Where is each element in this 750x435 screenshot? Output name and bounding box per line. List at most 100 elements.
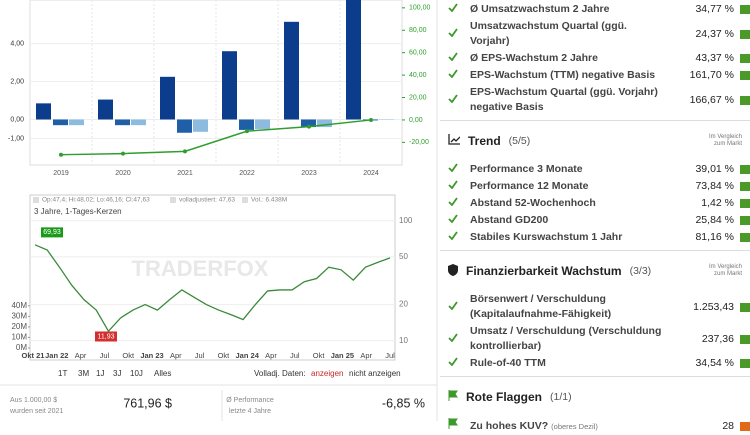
bar: [284, 22, 299, 120]
y2-tick-label: 10M: [11, 333, 27, 342]
status-icon: [440, 27, 470, 42]
criterion-name: Stabiles Kurswachstum 1 Jahr: [470, 231, 622, 243]
check-icon: [448, 301, 458, 310]
status-icon: [440, 213, 470, 228]
section-count: (3/3): [630, 265, 652, 277]
bar: [160, 77, 175, 120]
y2-tick-label: -20,00: [409, 139, 429, 146]
range-button[interactable]: 1T: [58, 369, 67, 378]
criterion-value: 81,16 %: [668, 230, 734, 245]
check-icon: [448, 28, 458, 37]
criterion-value: 34,77 %: [668, 2, 734, 17]
score-bar: [740, 359, 750, 368]
x-tick-label: Jul: [100, 351, 110, 360]
check-icon: [448, 231, 458, 240]
y2-tick-label: 100,00: [409, 5, 431, 12]
point: [59, 153, 63, 157]
bar: [53, 119, 68, 125]
bar: [346, 0, 361, 119]
criterion-row: Umsatzwachstum Quartal (ggü. Vorjahr) 24,…: [440, 18, 750, 50]
point: [121, 152, 125, 156]
x-tick-label: 2023: [301, 170, 317, 177]
section-title: Trend: [468, 134, 501, 148]
left-panel: -1,000,002,004,00-20,000,0020,0040,0060,…: [0, 0, 440, 421]
x-tick-label: Okt: [122, 351, 135, 360]
growth-chart: -1,000,002,004,00-20,000,0020,0040,0060,…: [8, 0, 430, 177]
score-bar: [740, 216, 750, 225]
criterion-name: EPS-Wachstum (TTM) negative Basis: [470, 69, 655, 81]
score-bar: [740, 165, 750, 174]
criterion-label: Umsatz / Verschuldung (Verschuldung kont…: [470, 324, 668, 354]
compare-note: Im Vergleich zum Markt: [702, 264, 742, 278]
status-icon: [440, 51, 470, 66]
criterion-name: Umsatz / Verschuldung (Verschuldung kont…: [470, 325, 661, 352]
flag-icon: [448, 390, 458, 401]
status-icon: [440, 356, 470, 371]
criterion-label: Rule-of-40 TTM: [470, 356, 668, 371]
criterion-label: Performance 3 Monate: [470, 162, 668, 177]
check-icon: [448, 3, 458, 12]
score-bar: [740, 71, 750, 80]
range-button[interactable]: 10J: [130, 369, 143, 378]
criterion-name: Börsenwert / Verschuldung (Kapitalaufnah…: [470, 293, 611, 320]
x-tick-label: 2022: [239, 170, 255, 177]
criterion-label: Performance 12 Monate: [470, 179, 668, 194]
compare-note: Im Vergleich zum Markt: [702, 134, 742, 148]
score-bar: [740, 182, 750, 191]
legend-swatch: [242, 197, 248, 203]
trend-icon: [448, 134, 460, 145]
range-button[interactable]: 1J: [96, 369, 104, 378]
criterion-value: 1.253,43: [668, 300, 734, 315]
criterion-row: Ø Umsatzwachstum 2 Jahre 34,77 %: [440, 1, 750, 18]
bar: [98, 100, 113, 120]
adjusted-off[interactable]: nicht anzeigen: [349, 369, 401, 378]
y-tick-label: 100: [399, 216, 413, 225]
y2-tick-label: 20,00: [409, 94, 427, 101]
criterion-value: 161,70 %: [668, 68, 734, 83]
criterion-name: EPS-Wachstum Quartal (ggü. Vorjahr) nega…: [470, 86, 658, 113]
bar: [177, 119, 192, 132]
criterion-label: EPS-Wachstum Quartal (ggü. Vorjahr) nega…: [470, 85, 668, 115]
criterion-value: 1,42 %: [668, 196, 734, 211]
y-tick-label: -1,00: [8, 135, 24, 142]
range-button[interactable]: 3J: [113, 369, 121, 378]
criterion-value: 24,37 %: [668, 27, 734, 42]
status-icon: [440, 196, 470, 211]
x-tick-label: Jan 24: [236, 351, 260, 360]
section-header: Rote Flaggen(1/1): [440, 376, 750, 417]
criterion-name: Umsatzwachstum Quartal (ggü. Vorjahr): [470, 20, 627, 47]
x-tick-label: Apr: [265, 351, 277, 360]
criterion-row: Umsatz / Verschuldung (Verschuldung kont…: [440, 323, 750, 355]
x-tick-label: Okt: [218, 351, 231, 360]
status-icon: [440, 68, 470, 83]
bar: [222, 51, 237, 119]
criterion-name: Ø Umsatzwachstum 2 Jahre: [470, 3, 609, 15]
y-tick-label: 50: [399, 252, 408, 261]
legend-swatch: [33, 197, 39, 203]
y2-tick-label: 0,00: [409, 117, 423, 124]
status-icon: [440, 93, 470, 108]
status-icon: [440, 2, 470, 17]
adjusted-on[interactable]: anzeigen: [311, 369, 343, 378]
x-tick-label: Jan 25: [331, 351, 354, 360]
range-button[interactable]: 3M: [78, 369, 89, 378]
bar: [239, 119, 254, 129]
criterion-label: Abstand GD200: [470, 213, 668, 228]
criterion-value: 34,54 %: [668, 356, 734, 371]
x-tick-label: Apr: [75, 351, 87, 360]
criterion-row: Börsenwert / Verschuldung (Kapitalaufnah…: [440, 291, 750, 323]
range-button[interactable]: Alles: [154, 369, 171, 378]
legend-swatch: [170, 197, 176, 203]
y-tick-label: 4,00: [10, 40, 24, 47]
criterion-row: Stabiles Kurswachstum 1 Jahr 81,16 %: [440, 229, 750, 246]
y2-tick-label: 40M: [11, 301, 27, 310]
point: [183, 149, 187, 153]
score-bar: [740, 5, 750, 14]
legend-label: Op:47,4; Hi:48,02; Lo:46,16; Cl:47,63: [42, 197, 150, 204]
status-icon: [440, 162, 470, 177]
